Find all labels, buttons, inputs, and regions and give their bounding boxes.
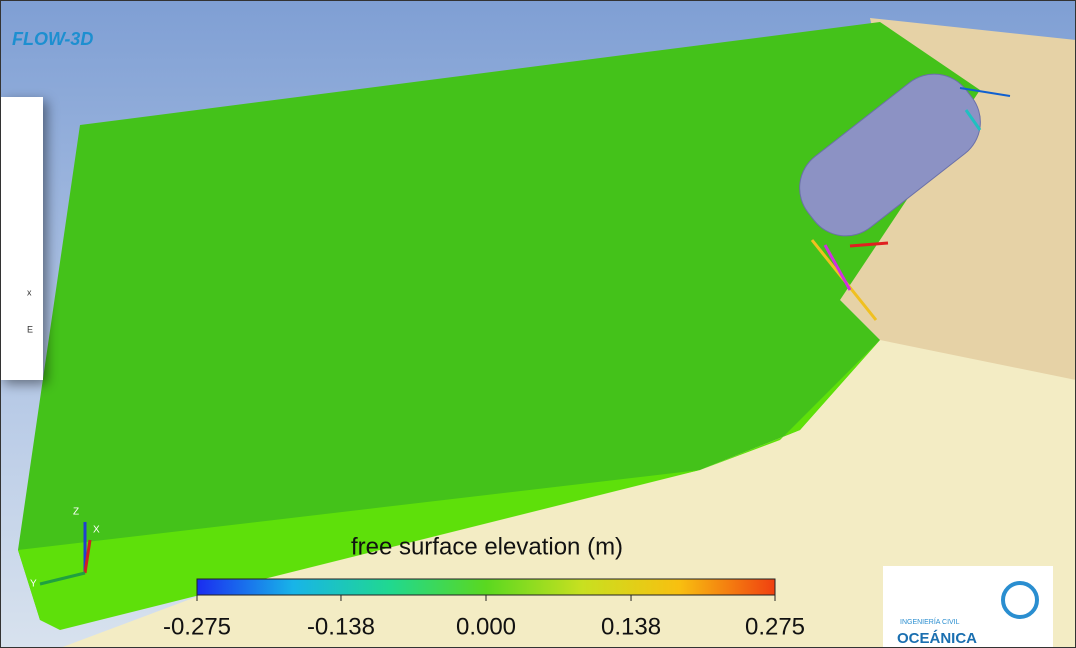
- popup-panel: [0, 97, 43, 380]
- colorbar-tick-label: -0.138: [307, 613, 375, 640]
- triad-label: X: [93, 525, 100, 536]
- colorbar-title: free surface elevation (m): [351, 533, 623, 560]
- logo-text: INGENIERÍA CIVIL: [900, 617, 960, 626]
- colorbar: [197, 579, 775, 595]
- colorbar-tick-label: -0.275: [163, 613, 231, 640]
- popup-text: E: [27, 324, 33, 334]
- triad-label: Y: [30, 579, 37, 590]
- colorbar-tick-label: 0.138: [601, 613, 661, 640]
- logo-text: OCEÁNICA: [897, 630, 977, 647]
- colorbar-tick-label: 0.275: [745, 613, 805, 640]
- triad-label: Z: [73, 507, 79, 518]
- brand-logo: FLOW-3D: [12, 29, 93, 49]
- popup-text: x: [27, 287, 32, 297]
- simulation-view: FLOW-3D x E Z X Y free surface elevation…: [0, 0, 1076, 648]
- colorbar-tick-label: 0.000: [456, 613, 516, 640]
